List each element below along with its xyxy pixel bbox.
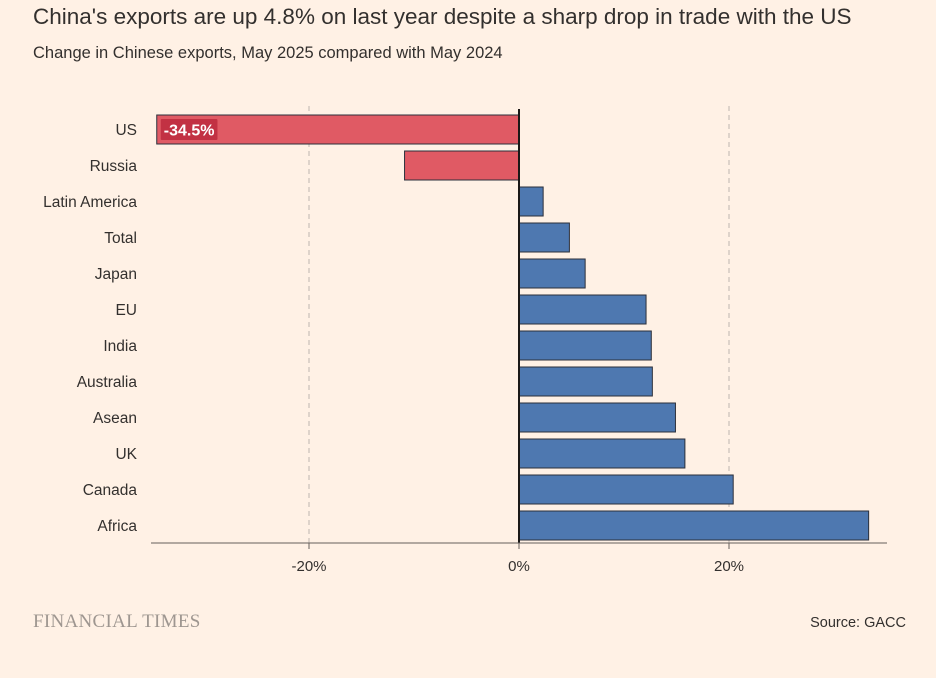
axis-layer: -20% 0% 20% bbox=[151, 109, 887, 575]
bar bbox=[518, 510, 870, 541]
category-label: Latin America bbox=[43, 194, 137, 211]
x-tick-label: 20% bbox=[714, 558, 744, 575]
category-label: Russia bbox=[90, 158, 138, 175]
bar bbox=[518, 222, 570, 253]
bar-layer: -34.5% bbox=[156, 114, 870, 541]
bar-chart: -34.5% US Russia Latin America Total Japan EU… bbox=[43, 106, 887, 575]
category-label: Japan bbox=[95, 266, 137, 283]
data-label-text: -34.5% bbox=[164, 123, 215, 140]
ft-logo: FINANCIAL TIMES bbox=[33, 611, 201, 632]
chart-subtitle: Change in Chinese exports, May 2025 comp… bbox=[33, 44, 503, 62]
chart-title: China's exports are up 4.8% on last year… bbox=[33, 4, 852, 29]
bar bbox=[404, 150, 520, 181]
category-label: US bbox=[115, 122, 137, 139]
category-label: India bbox=[103, 338, 137, 355]
data-label: -34.5% bbox=[160, 119, 218, 140]
category-label: Canada bbox=[83, 482, 138, 499]
category-label: Africa bbox=[97, 518, 137, 535]
bar bbox=[518, 258, 586, 289]
bar bbox=[518, 402, 676, 433]
category-label: Australia bbox=[77, 374, 138, 391]
bar bbox=[518, 294, 647, 325]
source-note: Source: GACC bbox=[810, 615, 906, 631]
bar bbox=[518, 186, 544, 217]
category-label: Asean bbox=[93, 410, 137, 427]
category-label: Total bbox=[104, 230, 137, 247]
bar bbox=[518, 330, 652, 361]
category-label: UK bbox=[115, 446, 137, 463]
grid-layer bbox=[308, 106, 730, 543]
x-tick-label: -20% bbox=[291, 558, 326, 575]
category-label-layer: US Russia Latin America Total Japan EU India Au… bbox=[43, 122, 138, 535]
bar bbox=[518, 366, 653, 397]
bar bbox=[518, 474, 734, 505]
bar bbox=[518, 438, 686, 469]
category-label: EU bbox=[115, 302, 137, 319]
data-label-bg bbox=[160, 119, 218, 140]
x-tick-label: 0% bbox=[508, 558, 530, 575]
